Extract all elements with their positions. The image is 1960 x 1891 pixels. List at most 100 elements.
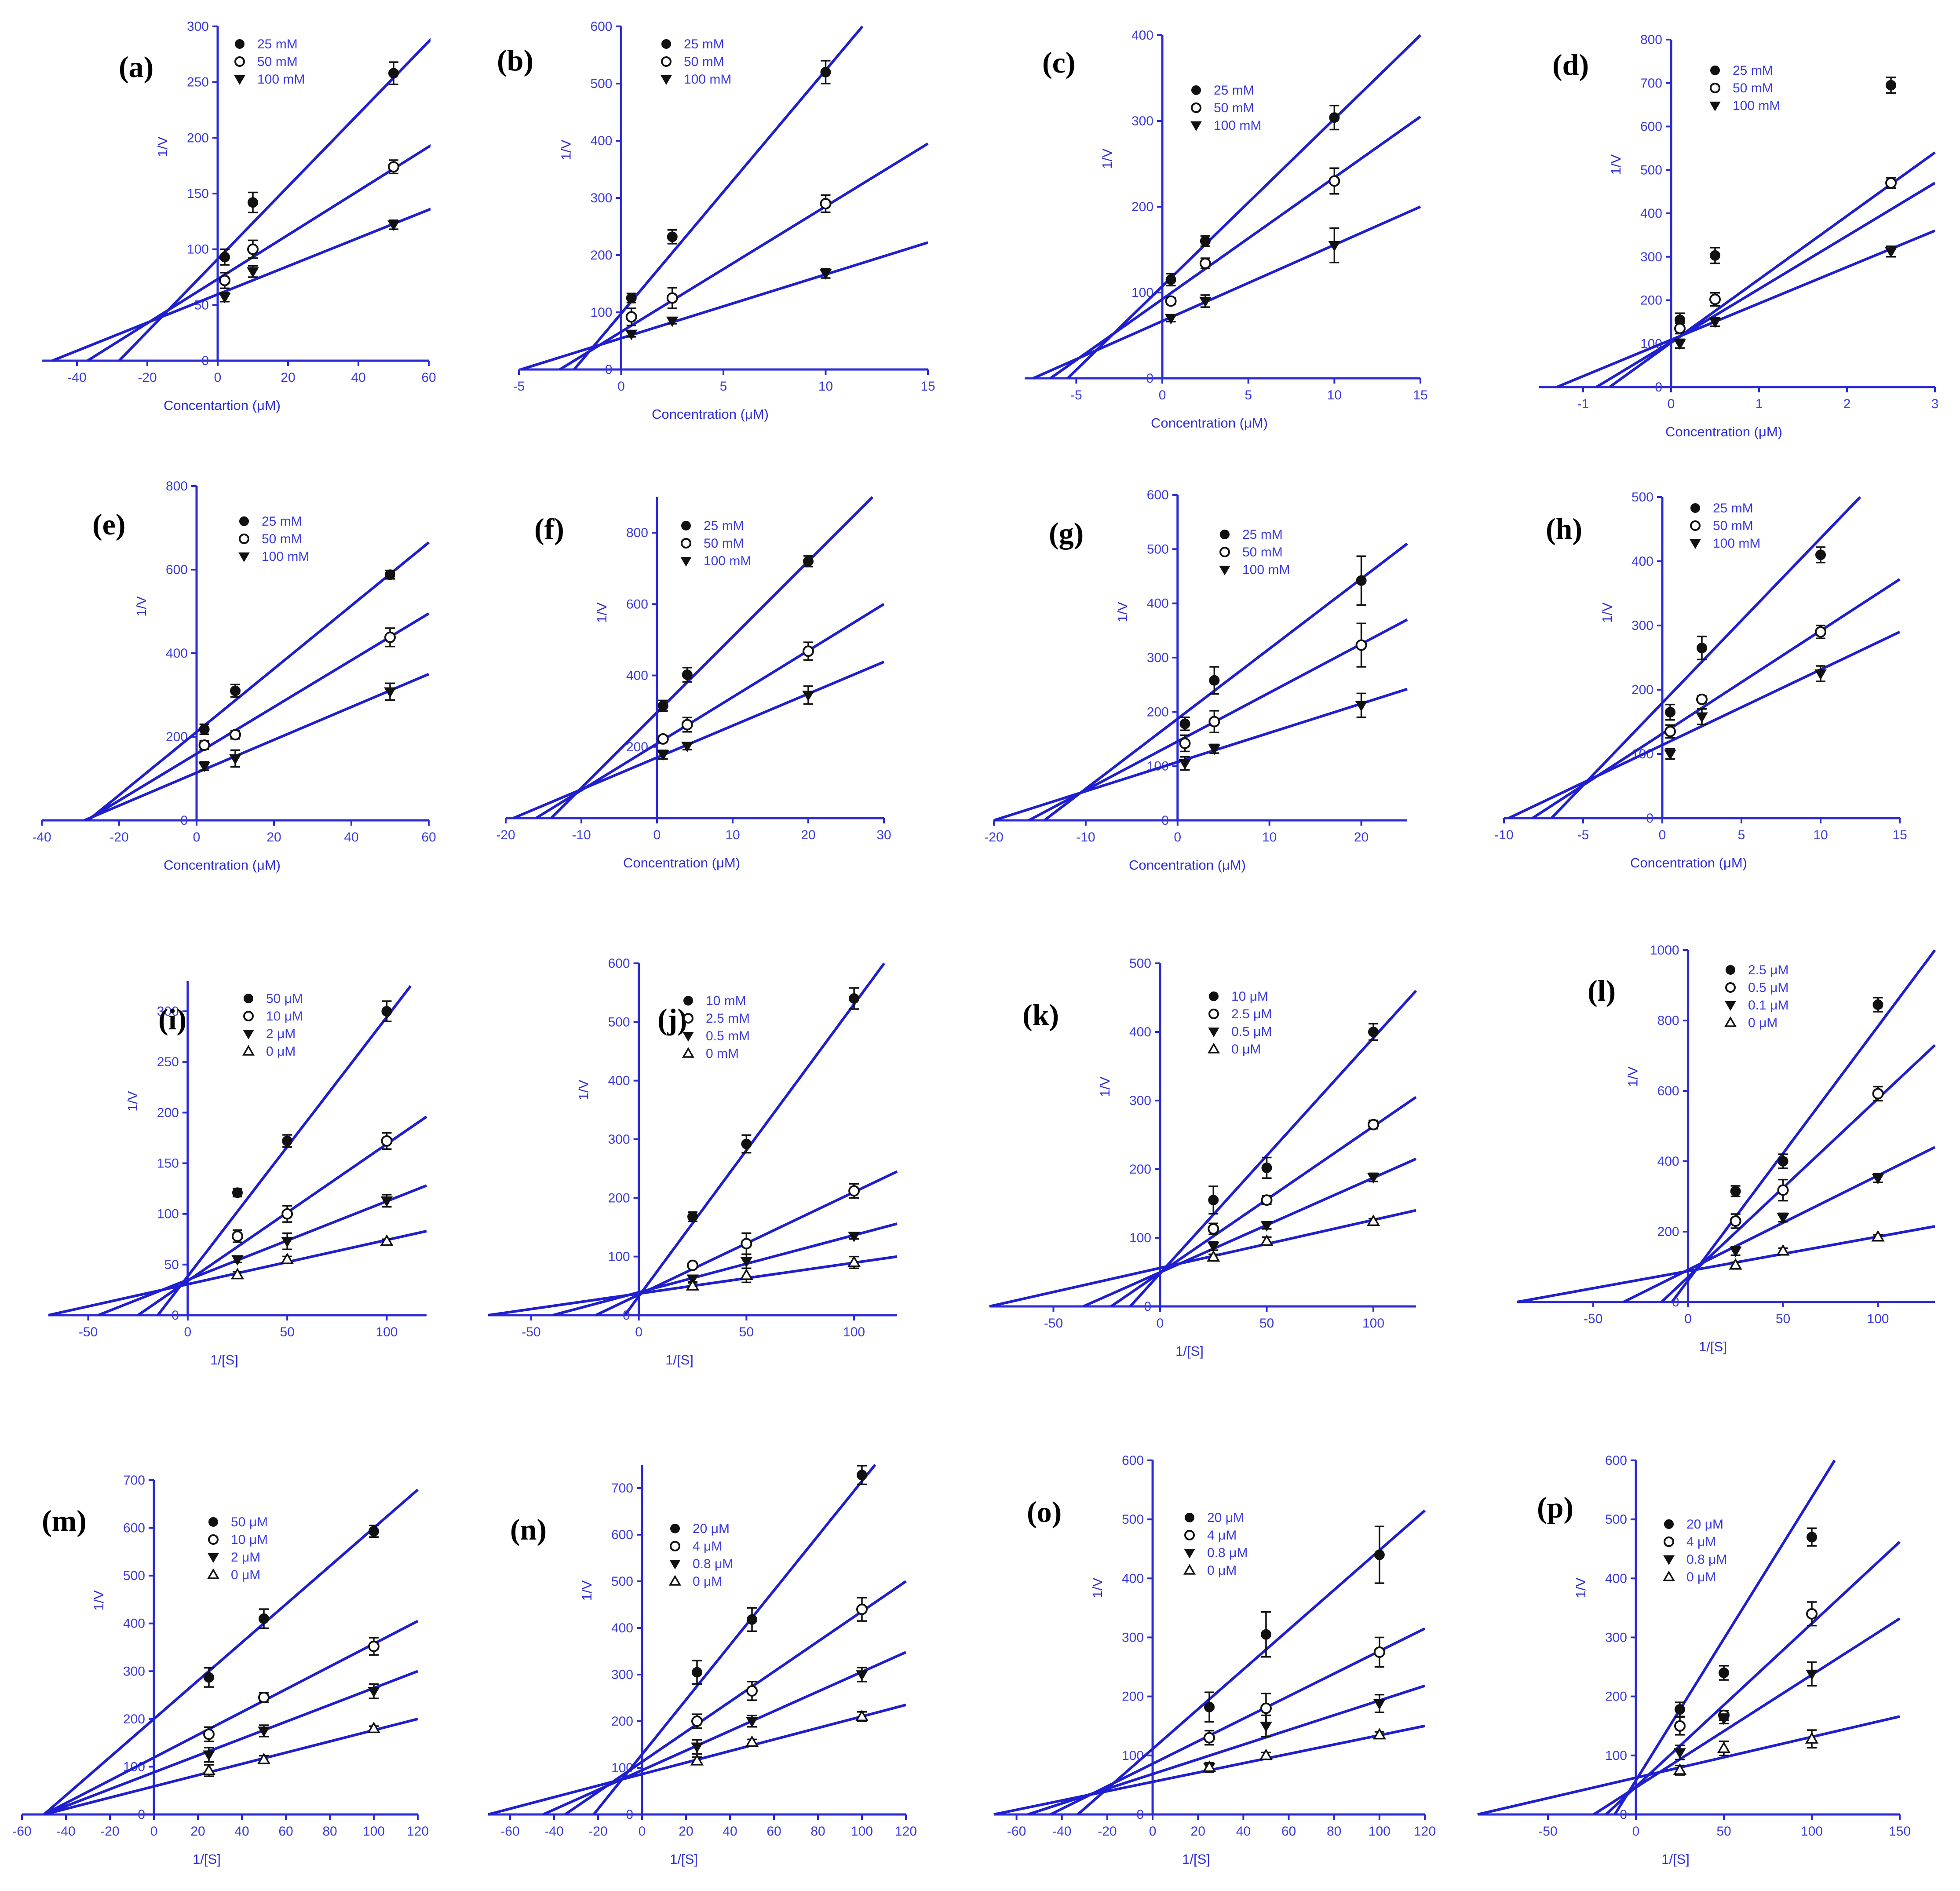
x-tick-label: 0 [639, 1824, 646, 1839]
y-tick-label: 0 [201, 354, 209, 368]
y-tick-label: 600 [1147, 488, 1169, 502]
legend-marker [661, 56, 672, 67]
x-tick-label: -50 [522, 1325, 540, 1339]
panel-label: (d) [1552, 48, 1589, 81]
data-point [1261, 1162, 1272, 1173]
data-point [1729, 1247, 1742, 1258]
legend-marker [234, 56, 245, 67]
y-tick-label: 300 [1131, 114, 1153, 128]
data-point [746, 1685, 758, 1697]
data-point [381, 1006, 392, 1017]
x-tick-label: 50 [280, 1325, 294, 1339]
legend-label: 4 μM [1686, 1535, 1716, 1549]
data-point [687, 1259, 698, 1271]
legend-marker [1191, 85, 1201, 95]
data-point [1260, 1234, 1274, 1246]
data-point [1179, 759, 1191, 770]
x-tick-label: 15 [920, 379, 935, 394]
x-tick-label: -20 [588, 1824, 607, 1839]
series-fit-line [51, 207, 431, 362]
series-fit-line [43, 1620, 419, 1815]
panel-label: (l) [1588, 974, 1616, 1007]
data-point [1729, 1258, 1742, 1270]
series-fit-line [513, 660, 885, 819]
legend-marker [1726, 965, 1735, 975]
chart-panel-3: -1 0 1 2 30100200300400500600700800Concentra… [1539, 33, 1938, 439]
x-tick-label: -60 [500, 1824, 519, 1839]
y-tick-label: 800 [626, 526, 648, 540]
legend-label: 100 mM [257, 72, 305, 87]
series-fit-line [84, 673, 430, 821]
data-point [1260, 1221, 1273, 1232]
x-tick-label: -5 [1577, 828, 1589, 842]
x-tick-label: 100 [1801, 1824, 1823, 1839]
panel-label: (n) [510, 1513, 547, 1546]
x-axis-label: Concentration (μM) [164, 857, 281, 873]
legend-label: 2 μM [231, 1550, 260, 1565]
x-tick-label: 80 [810, 1824, 825, 1839]
data-point [1374, 1549, 1385, 1560]
data-point [681, 742, 693, 753]
y-tick-label: 800 [166, 479, 188, 494]
x-tick-label: 0 [653, 828, 661, 842]
legend-marker [243, 1011, 254, 1021]
x-tick-label: 0 [214, 370, 222, 385]
data-point [1208, 1195, 1219, 1206]
data-point [258, 1726, 270, 1737]
data-point [1356, 575, 1367, 586]
data-point [1207, 1250, 1220, 1262]
x-tick-label: 150 [1889, 1824, 1911, 1839]
legend-label: 25 mM [684, 37, 724, 51]
y-tick-label: 150 [187, 187, 209, 201]
x-axis-label: Concentration (μM) [623, 855, 740, 871]
y-tick-label: 400 [1122, 1571, 1144, 1586]
legend-label: 0 μM [693, 1574, 722, 1589]
x-axis-label: Concentartion (μM) [164, 398, 281, 413]
x-tick-label: 20 [679, 1824, 693, 1839]
y-tick-label: 500 [1640, 163, 1662, 177]
data-point [1199, 296, 1212, 307]
x-tick-label: -1 [1577, 397, 1589, 411]
series-fit-line [98, 1184, 427, 1316]
x-axis-label: Concentration (μM) [1665, 424, 1782, 439]
x-tick-label: 50 [1259, 1316, 1274, 1331]
y-tick-label: 700 [1640, 76, 1662, 91]
legend-marker [234, 75, 245, 85]
legend-marker [1663, 1555, 1675, 1565]
data-point [740, 1268, 753, 1280]
y-tick-label: 300 [123, 1664, 145, 1679]
y-axis-label: 1/V [1625, 1066, 1641, 1087]
y-tick-label: 200 [611, 1714, 633, 1729]
y-tick-label: 100 [157, 1207, 179, 1222]
data-point [1777, 1213, 1789, 1224]
series-fit-line [44, 1717, 418, 1815]
y-tick-label: 400 [611, 1621, 633, 1635]
legend-marker [668, 1575, 682, 1586]
data-point [1885, 177, 1897, 189]
x-tick-label: -50 [79, 1325, 98, 1339]
series-fit-line [1033, 205, 1421, 379]
panel-label: (i) [158, 1002, 186, 1036]
legend-label: 0.5 mM [706, 1029, 750, 1043]
data-point [1208, 1223, 1219, 1235]
legend-marker [208, 1534, 219, 1545]
x-tick-label: 100 [376, 1325, 398, 1339]
data-point [1329, 175, 1340, 187]
x-tick-label: 0 [1159, 388, 1166, 402]
series-fit-line [1671, 949, 1936, 1303]
x-tick-label: 20 [1354, 830, 1369, 845]
data-point [388, 68, 399, 79]
data-point [387, 220, 400, 231]
data-point [281, 1237, 293, 1247]
data-point [820, 198, 832, 209]
y-tick-label: 200 [157, 1105, 179, 1120]
chart-panel-11: -50 0 50 100020040060080010001/[S]1/V(l)2.5… [1517, 943, 1936, 1354]
legend-label: 0 μM [1207, 1563, 1237, 1578]
x-tick-label: 20 [1191, 1824, 1205, 1839]
x-tick-label: 0 [150, 1824, 158, 1839]
y-tick-label: 0 [626, 1807, 633, 1822]
data-point [1730, 1186, 1741, 1196]
x-axis-label: 1/[S] [1182, 1851, 1210, 1867]
